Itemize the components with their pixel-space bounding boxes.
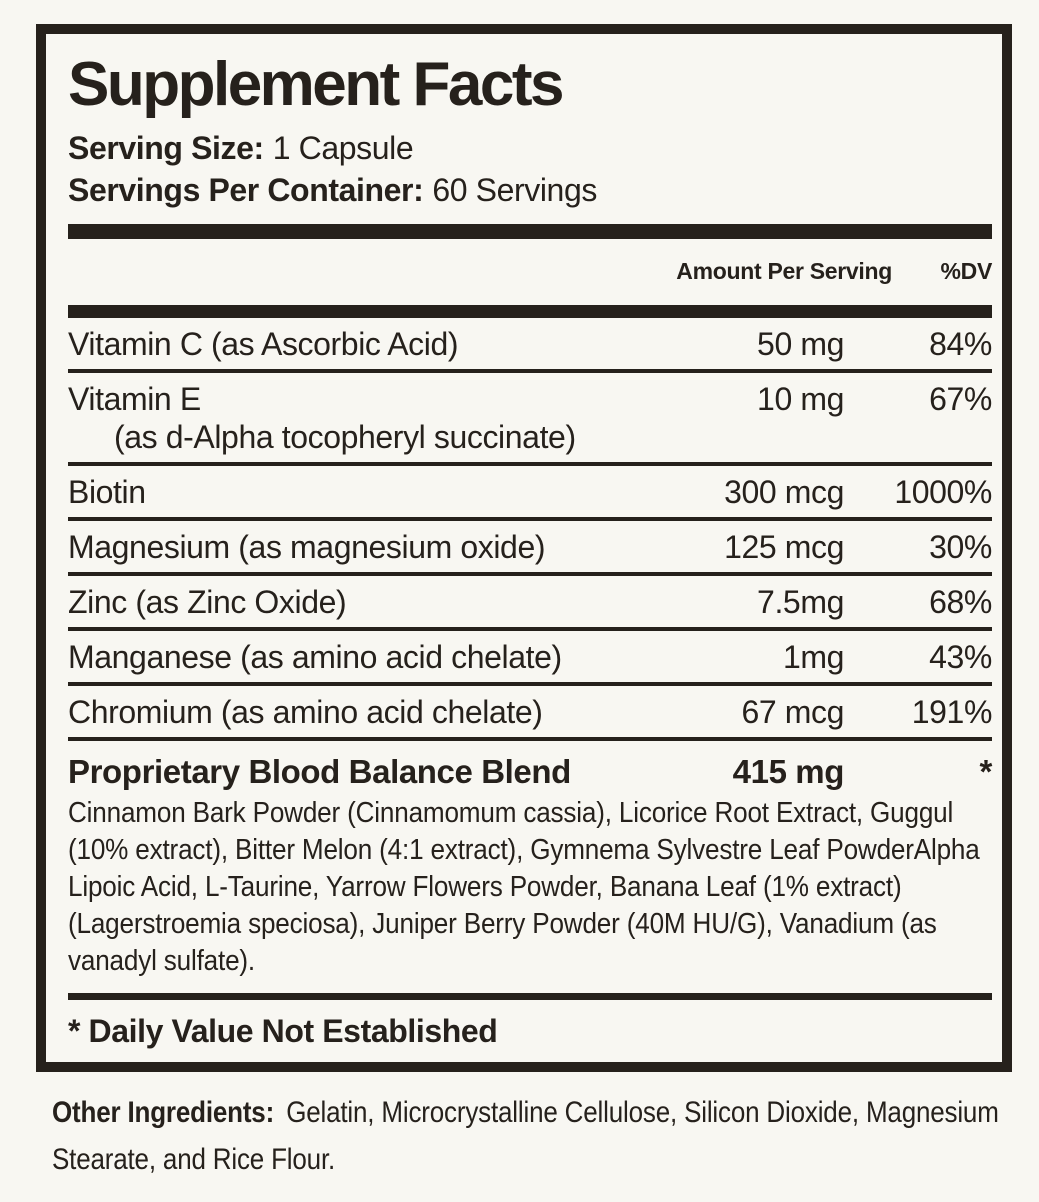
nutrient-amount: 125 mcg — [724, 529, 844, 565]
nutrient-dv: 30% — [929, 529, 992, 565]
nutrient-name: Magnesium (as magnesium oxide) — [68, 529, 546, 565]
nutrient-name-line1: Vitamin E — [68, 381, 201, 417]
footnote-divider — [68, 993, 992, 1000]
nutrient-amount: 50 mg — [757, 326, 844, 362]
nutrient-row-vitamin-e: Vitamin E (as d-Alpha tocopheryl succina… — [68, 373, 992, 466]
nutrient-name: Biotin — [68, 474, 146, 510]
nutrient-dv: 191% — [911, 694, 993, 730]
column-header-dv: %DV — [940, 258, 992, 284]
nutrient-row-chromium: Chromium (as amino acid chelate) 67 mcg … — [68, 686, 992, 741]
blend-row: Proprietary Blood Balance Blend 415 mg * — [68, 741, 992, 793]
nutrient-amount: 300 mcg — [724, 474, 844, 510]
nutrient-amount: 1mg — [782, 639, 844, 675]
nutrient-dv: 43% — [929, 639, 992, 675]
nutrient-row-magnesium: Magnesium (as magnesium oxide) 125 mcg 3… — [68, 521, 992, 576]
blend-name: Proprietary Blood Balance Blend — [68, 753, 571, 790]
nutrient-amount: 10 mg — [757, 381, 844, 417]
nutrient-name: Chromium (as amino acid chelate) — [68, 694, 543, 730]
column-header-row: Amount Per Serving %DV — [68, 258, 992, 285]
nutrient-name-line2: (as d-Alpha tocopheryl succinate) — [114, 419, 576, 455]
nutrient-amount: 67 mcg — [741, 694, 844, 730]
serving-size-label: Serving Size: — [68, 130, 264, 166]
nutrient-row-zinc: Zinc (as Zinc Oxide) 7.5mg 68% — [68, 576, 992, 631]
nutrient-row-manganese: Manganese (as amino acid chelate) 1mg 43… — [68, 631, 992, 686]
nutrient-name: Vitamin E (as d-Alpha tocopheryl succina… — [68, 380, 637, 456]
nutrient-name: Manganese (as amino acid chelate) — [68, 639, 562, 675]
daily-value-footnote: * Daily Value Not Established — [68, 1013, 498, 1049]
nutrient-amount: 7.5mg — [757, 584, 844, 620]
nutrient-dv: 67% — [929, 381, 992, 417]
other-ingredients: Other Ingredients: Gelatin, Microcrystall… — [52, 1089, 1039, 1183]
column-header-amount: Amount Per Serving — [676, 258, 892, 284]
servings-per-container-value: 60 Servings — [432, 172, 597, 208]
serving-size-value: 1 Capsule — [272, 130, 414, 166]
other-ingredients-text: Gelatin, Microcrystalline Cellulose, Sil… — [52, 1096, 999, 1176]
divider-bar-top — [68, 224, 992, 239]
serving-size-line: Serving Size: 1 Capsule — [68, 128, 992, 168]
nutrient-name: Zinc (as Zinc Oxide) — [68, 584, 347, 620]
nutrient-name: Vitamin C (as Ascorbic Acid) — [68, 326, 459, 362]
nutrient-dv: 68% — [929, 584, 992, 620]
servings-per-container-label: Servings Per Container: — [68, 172, 424, 208]
panel-title: Supplement Facts — [68, 50, 565, 119]
nutrient-row-biotin: Biotin 300 mcg 1000% — [68, 466, 992, 521]
nutrient-dv: 84% — [929, 326, 992, 362]
nutrient-row-vitamin-c: Vitamin C (as Ascorbic Acid) 50 mg 84% — [68, 318, 992, 373]
blend-amount: 415 mg — [732, 753, 845, 790]
other-ingredients-label: Other Ingredients: — [52, 1096, 275, 1129]
blend-dv-asterisk: * — [979, 753, 993, 790]
nutrient-dv: 1000% — [894, 474, 992, 510]
divider-bar-header — [68, 305, 992, 318]
supplement-facts-panel: Supplement Facts Serving Size: 1 Capsule … — [36, 24, 1012, 1072]
servings-per-container-line: Servings Per Container: 60 Servings — [68, 170, 992, 210]
blend-description: Cinnamon Bark Powder (Cinnamomum cassia)… — [68, 797, 980, 977]
